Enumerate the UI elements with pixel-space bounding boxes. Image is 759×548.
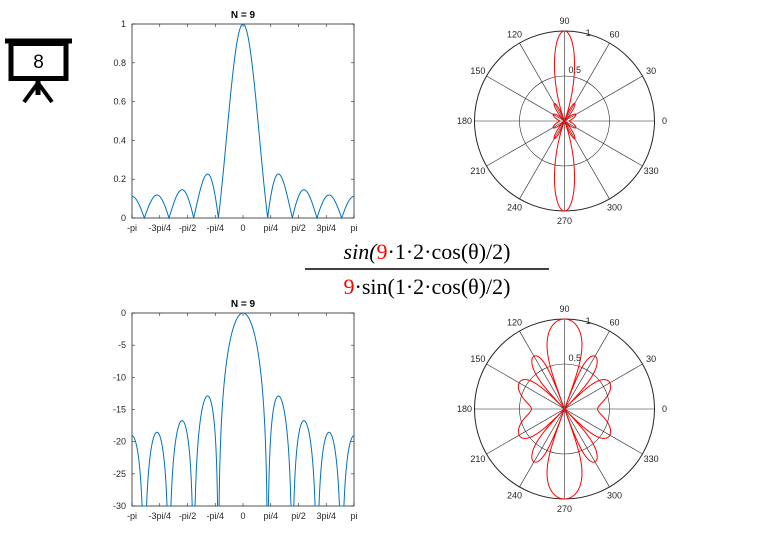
polar-angle-label: 120 <box>507 317 522 327</box>
polar-angle-label: 180 <box>457 116 472 126</box>
x-tick-label: -3pi/4 <box>148 223 171 233</box>
x-tick-label: pi <box>350 223 357 233</box>
array-factor-formula: sin(9·1·2·cos(θ)/2) 9·sin(1·2·cos(θ)/2) <box>305 239 549 299</box>
y-tick-label: 0.4 <box>113 135 126 145</box>
x-tick-label: -pi/2 <box>179 511 197 521</box>
plot-frame <box>131 23 355 219</box>
polar-angle-label: 150 <box>470 354 485 364</box>
x-tick-label: pi/2 <box>291 223 306 233</box>
polar-angle-label: 120 <box>507 29 522 39</box>
polar-angle-label: 300 <box>607 491 622 501</box>
y-tick-label: -5 <box>118 340 126 350</box>
x-tick-label: 3pi/4 <box>316 511 336 521</box>
polar-radius-label: 0.5 <box>569 65 582 75</box>
polar-angle-label: 210 <box>470 454 485 464</box>
formula-denominator: 9·sin(1·2·cos(θ)/2) <box>344 274 511 299</box>
slide-number: 8 <box>33 52 44 73</box>
x-tick-label: 0 <box>240 223 245 233</box>
x-tick-label: -pi <box>127 511 137 521</box>
polar-angle-label: 330 <box>644 454 659 464</box>
numerator-prefix: sin( <box>344 239 379 264</box>
polar-radius-label: 1 <box>586 316 591 326</box>
formula-numerator: sin(9·1·2·cos(θ)/2) <box>344 239 511 264</box>
chart-title: N = 9 <box>231 299 256 310</box>
y-tick-label: -10 <box>113 372 126 382</box>
x-tick-label: pi/2 <box>291 511 306 521</box>
y-tick-label: 0.8 <box>113 58 126 68</box>
y-tick-label: -15 <box>113 405 126 415</box>
linear-plot: N = 9 -pi -3pi/4 -pi/2 -pi/4 0 pi/4 pi/2 3pi/4 pi… <box>113 10 357 233</box>
polar-angle-label: 0 <box>662 116 667 126</box>
y-tick-label: 0 <box>121 308 126 318</box>
x-tick-label: -pi/2 <box>179 223 197 233</box>
x-tick-label: pi/4 <box>263 511 278 521</box>
polar-pattern-line <box>552 30 577 212</box>
polar-angle-label: 240 <box>507 203 522 213</box>
polar-angle-label: 90 <box>559 304 569 314</box>
y-tick-label: -25 <box>113 469 126 479</box>
polar-angle-label: 60 <box>609 29 619 39</box>
polar-angle-label: 30 <box>646 66 656 76</box>
numerator-n: 9 <box>377 239 388 264</box>
y-tick-label: -30 <box>113 501 126 511</box>
x-tick-label: pi <box>350 511 357 521</box>
denominator-suffix: ·sin(1·2·cos(θ)/2) <box>355 274 511 299</box>
polar-radius-label: 1 <box>586 28 591 38</box>
x-tick-label: -pi <box>127 223 137 233</box>
x-tick-label: -3pi/4 <box>148 511 171 521</box>
x-tick-label: pi/4 <box>263 223 278 233</box>
polar-spoke <box>486 75 643 167</box>
polar-angle-label: 0 <box>662 404 667 414</box>
presentation-board-icon <box>5 38 72 104</box>
polar-angle-label: 240 <box>507 491 522 501</box>
x-tick-label: -pi/4 <box>206 223 224 233</box>
numerator-suffix: ·1·2·cos(θ)/2) <box>388 239 511 264</box>
x-tick-label: -pi/4 <box>206 511 224 521</box>
polar-angle-label: 210 <box>470 166 485 176</box>
y-tick-label: -20 <box>113 437 126 447</box>
x-tick-label: 3pi/4 <box>316 223 336 233</box>
x-tick-label: 0 <box>240 511 245 521</box>
y-tick-label: 1 <box>121 19 126 29</box>
polar-plot-db: 0 30 60 90 120 150 180 210 240 270 300 330 0.5 1 <box>457 304 667 514</box>
db-plot: N = 9 -pi -3pi/4 -pi/2 -pi/4 0 pi/4 pi/2 3pi/4 pi… <box>113 299 358 521</box>
polar-angle-label: 60 <box>609 317 619 327</box>
polar-angle-label: 90 <box>559 16 569 26</box>
polar-angle-label: 270 <box>557 504 572 514</box>
y-tick-label: 0.6 <box>113 97 126 107</box>
chart-title: N = 9 <box>231 10 256 21</box>
polar-angle-label: 30 <box>646 354 656 364</box>
polar-pattern-line <box>517 318 612 500</box>
polar-angle-label: 180 <box>457 404 472 414</box>
polar-plot-linear: 0 30 60 90 120 150 180 210 240 270 300 330 0.5 1 <box>457 16 667 226</box>
plot-frame <box>131 312 355 507</box>
polar-radius-label: 0.5 <box>569 353 582 363</box>
polar-angle-label: 300 <box>607 203 622 213</box>
polar-angle-label: 330 <box>644 166 659 176</box>
y-tick-label: 0.2 <box>113 174 126 184</box>
y-tick-label: 0 <box>121 213 126 223</box>
polar-angle-label: 270 <box>557 216 572 226</box>
slide-badge: 8 <box>5 38 72 104</box>
polar-angle-label: 150 <box>470 66 485 76</box>
denominator-n: 9 <box>344 274 355 299</box>
